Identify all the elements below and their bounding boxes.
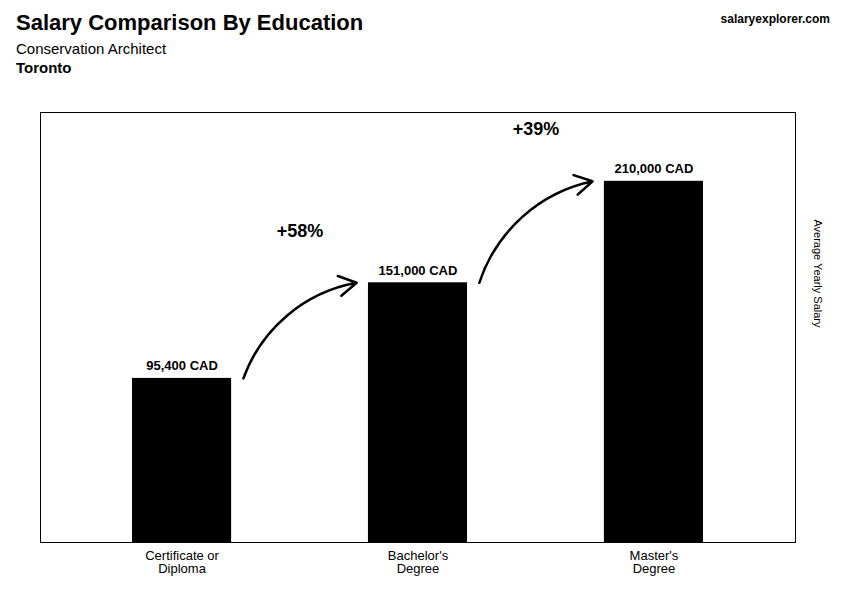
svg-text:Average Yearly Salary: Average Yearly Salary — [812, 219, 824, 328]
svg-text:+39%: +39% — [513, 119, 560, 139]
html-text:Conservation Architect: Conservation Architect — [16, 40, 167, 57]
svg-text:Master'sDegree: Master'sDegree — [630, 548, 679, 576]
svg-text:Bachelor'sDegree: Bachelor'sDegree — [388, 548, 449, 576]
svg-text:151,000 CAD: 151,000 CAD — [379, 263, 458, 278]
svg-text:210,000 CAD: 210,000 CAD — [615, 161, 694, 176]
html-text:salaryexplorer.com: salaryexplorer.com — [720, 12, 830, 26]
svg-text:+58%: +58% — [277, 221, 324, 241]
svg-text:Certificate orDiploma: Certificate orDiploma — [145, 548, 219, 576]
html-text:Salary Comparison By Education: Salary Comparison By Education — [16, 10, 364, 35]
svg-text:95,400 CAD: 95,400 CAD — [146, 358, 218, 373]
html-text:Toronto: Toronto — [16, 59, 72, 76]
